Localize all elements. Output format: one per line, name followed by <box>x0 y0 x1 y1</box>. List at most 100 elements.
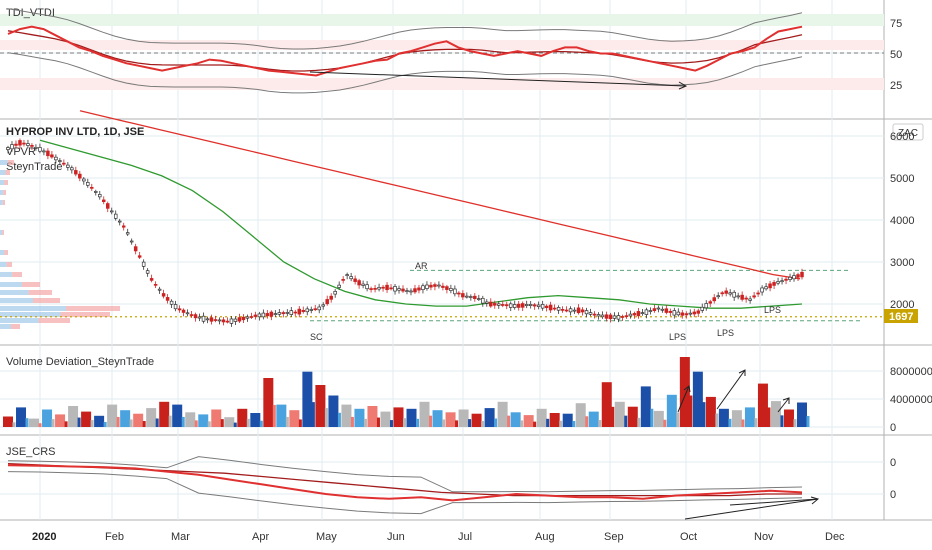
volume-bar <box>311 402 315 427</box>
candle-body <box>217 319 222 322</box>
volume-bar <box>341 404 352 427</box>
volume-bar <box>507 415 511 427</box>
mid-moving-average <box>39 139 803 309</box>
candle-body <box>413 288 417 293</box>
candle-body <box>676 311 681 316</box>
volume-profile-bar <box>0 230 3 235</box>
candle-body <box>221 319 226 323</box>
candle-body <box>329 295 333 300</box>
currency-badge[interactable] <box>892 123 924 141</box>
volume-bar <box>211 409 222 427</box>
candle-body <box>373 288 377 290</box>
crs-panel[interactable]: JSE_CRS 0 0 <box>6 446 896 520</box>
time-axis-label: Jun <box>387 531 405 543</box>
volume-profile-bar <box>0 282 22 287</box>
candle-body <box>604 314 609 319</box>
volume-bar <box>302 371 313 427</box>
volume-profile-bar <box>60 312 110 317</box>
volume-bar <box>406 408 417 427</box>
candle-body <box>90 186 94 189</box>
candle-body <box>173 304 178 310</box>
candle-body <box>301 310 306 312</box>
candle-body <box>481 297 485 304</box>
volume-bar <box>549 413 560 427</box>
candle-body <box>257 313 262 318</box>
candle-body <box>305 308 309 313</box>
volume-profile-bar <box>22 282 40 287</box>
candle-body <box>568 308 573 313</box>
tdi-panel[interactable]: TDI_VTDI 75 50 25 <box>0 7 902 94</box>
candle-body <box>800 271 804 278</box>
arrow-head-icon <box>810 496 820 505</box>
volume-bar <box>497 401 508 427</box>
candle-body <box>18 140 22 146</box>
volume-profile-bar <box>11 324 20 329</box>
candle-body <box>453 288 457 295</box>
volume-bar <box>393 407 404 427</box>
crs-trend-line <box>729 498 819 506</box>
price-tick-label: 2000 <box>890 299 914 311</box>
candle-body <box>313 308 317 311</box>
volume-panel[interactable]: Volume Deviation_SteynTrade 8000000 4000… <box>3 356 932 434</box>
volume-bar <box>650 408 654 427</box>
candle-body <box>281 312 286 315</box>
candle-body <box>473 295 477 299</box>
volume-bar <box>575 403 586 427</box>
candle-body <box>62 162 66 165</box>
tdi-title: TDI_VTDI <box>6 7 55 19</box>
candle-body <box>748 298 752 301</box>
candle-body <box>684 313 689 316</box>
candle-body <box>441 285 445 288</box>
volume-bar <box>416 418 420 427</box>
last-price-badge[interactable] <box>884 309 918 323</box>
volume-profile-bar <box>4 250 8 255</box>
volume-trend-arrow <box>716 369 746 410</box>
crs-upper-band <box>7 456 803 493</box>
candle-body <box>724 290 728 294</box>
time-axis-label: Apr <box>252 531 269 543</box>
ar-annotation: AR <box>415 261 428 271</box>
candle-body <box>740 294 744 300</box>
volume-bar <box>653 410 664 427</box>
candle-body <box>169 300 174 305</box>
volume-bar <box>705 396 716 427</box>
volume-bar <box>25 418 29 427</box>
candle-body <box>233 318 238 322</box>
candle-body <box>237 317 242 322</box>
volume-bar <box>168 415 172 427</box>
tdi-divergence-arrow <box>309 71 686 87</box>
volume-bar <box>207 421 211 427</box>
currency-badge-label: ZAC <box>898 128 918 139</box>
volume-bar <box>663 419 667 427</box>
volume-bar <box>780 415 784 427</box>
volume-profile-bar <box>0 200 3 205</box>
volume-bar <box>754 418 758 427</box>
time-axis-label: Dec <box>825 531 845 543</box>
candle-body <box>225 320 230 323</box>
volume-bar <box>155 418 159 427</box>
time-axis[interactable]: 2020 Feb Mar Apr May Jun Jul Aug Sep Oct… <box>32 531 845 543</box>
candle-body <box>660 308 665 311</box>
candle-body <box>109 210 114 213</box>
candle-body <box>760 287 764 293</box>
candle-body <box>680 312 685 316</box>
volume-tick-label: 4000000 <box>890 394 932 406</box>
volume-profile-bar <box>0 312 61 317</box>
volume-bar <box>90 420 94 427</box>
candle-body <box>185 312 190 315</box>
candle-body <box>584 310 589 315</box>
candle-body <box>744 297 748 300</box>
crs-y-axis: 0 0 <box>890 457 896 501</box>
volume-profile-bar <box>2 200 5 205</box>
volume-bar <box>533 421 537 427</box>
candle-body <box>181 309 186 313</box>
volume-bar <box>263 378 274 427</box>
candle-body <box>640 312 645 314</box>
candle-body <box>245 316 250 319</box>
candle-body <box>489 301 493 307</box>
volume-bar <box>442 419 446 427</box>
volume-profile-bar <box>0 190 4 195</box>
price-panel[interactable]: HYPROP INV LTD, 1D, JSE VPVR SteynTrade … <box>0 110 924 342</box>
volume-trend-arrow <box>677 385 690 413</box>
